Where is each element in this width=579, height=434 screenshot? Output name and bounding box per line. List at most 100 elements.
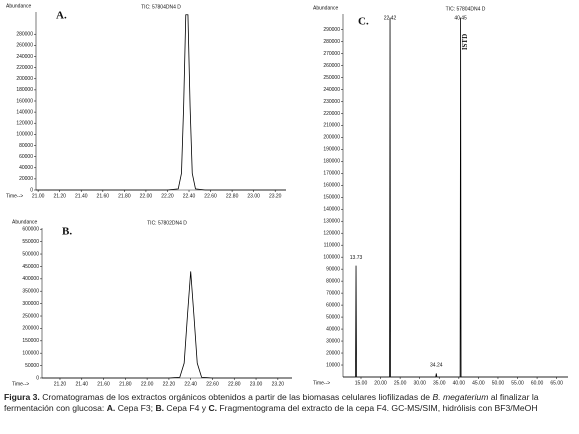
x-tick-label: 22.60	[204, 193, 217, 199]
y-tick-label: 20000	[326, 350, 340, 356]
y-tick-label: 30000	[326, 338, 340, 344]
chromatogram-line	[42, 271, 292, 379]
chart-title: TIC: 57804DN4 D	[446, 6, 486, 12]
x-tick-label: 40.00	[453, 380, 466, 386]
caption-text: Fragmentograma del extracto de la cepa F…	[217, 403, 538, 413]
x-tick-label: 22.60	[206, 381, 219, 387]
x-tick-label: 21.80	[119, 381, 132, 387]
y-tick-label: 170000	[323, 171, 340, 177]
caption-text: Figura 3.	[4, 392, 40, 402]
x-axis-label: Time-->	[6, 193, 23, 199]
y-tick-label: 230000	[323, 99, 340, 105]
x-tick-label: 35.00	[433, 380, 446, 386]
y-tick-label: 400000	[22, 276, 39, 282]
x-tick-label: 22.40	[184, 381, 197, 387]
y-axis-label: Abundance	[12, 219, 38, 225]
y-tick-label: 90000	[326, 267, 340, 273]
y-tick-label: 80000	[19, 143, 33, 149]
y-tick-label: 350000	[22, 289, 39, 295]
y-tick-label: 60000	[19, 154, 33, 160]
x-tick-label: 21.60	[97, 193, 110, 199]
x-tick-label: 60.00	[531, 380, 544, 386]
y-tick-label: 120000	[323, 231, 340, 237]
y-tick-label: 60000	[326, 302, 340, 308]
y-tick-label: 70000	[326, 290, 340, 296]
x-tick-label: 21.60	[97, 381, 110, 387]
y-axis-label: Abundance	[6, 3, 32, 9]
caption-text: Cepa F3;	[115, 403, 156, 413]
peak-label: 40.45	[454, 15, 467, 21]
x-tick-label: 30.00	[413, 380, 426, 386]
x-tick-label: 22.20	[163, 381, 176, 387]
y-tick-label: 270000	[323, 51, 340, 57]
y-tick-label: 250000	[323, 75, 340, 81]
x-tick-label: 21.80	[118, 193, 131, 199]
panel-label: A.	[56, 10, 67, 22]
y-tick-label: 450000	[22, 264, 39, 270]
x-tick-label: 23.00	[250, 381, 263, 387]
y-tick-label: 260000	[323, 63, 340, 69]
y-tick-label: 0	[30, 187, 33, 193]
y-tick-label: 130000	[323, 219, 340, 225]
x-axis-label: Time-->	[313, 380, 330, 386]
chromatogram-line	[343, 17, 568, 378]
x-tick-label: 23.20	[272, 381, 285, 387]
y-tick-label: 80000	[326, 278, 340, 284]
y-tick-label: 200000	[16, 76, 33, 82]
y-tick-label: 300000	[22, 301, 39, 307]
peak-label: 22.42	[384, 15, 397, 21]
caption-text: Cromatogramas de los extractos orgánicos…	[39, 392, 433, 402]
x-tick-label: 22.80	[228, 381, 241, 387]
y-tick-label: 500000	[22, 251, 39, 257]
y-tick-label: 240000	[323, 87, 340, 93]
y-tick-label: 40000	[326, 326, 340, 332]
x-tick-label: 55.00	[511, 380, 524, 386]
x-tick-label: 21.40	[75, 193, 88, 199]
y-tick-label: 100000	[22, 351, 39, 357]
x-tick-label: 25.00	[394, 380, 407, 386]
x-tick-label: 65.00	[550, 380, 563, 386]
y-tick-label: 290000	[323, 27, 340, 33]
y-tick-label: 140000	[323, 207, 340, 213]
y-tick-label: 280000	[16, 32, 33, 38]
y-tick-label: 280000	[323, 39, 340, 45]
x-tick-label: 20.00	[374, 380, 387, 386]
caption: Figura 3. Cromatogramas de los extractos…	[4, 392, 576, 414]
y-tick-label: 180000	[16, 87, 33, 93]
x-tick-label: 21.00	[32, 193, 45, 199]
caption-text: C.	[208, 403, 218, 413]
x-tick-label: 15.00	[355, 380, 368, 386]
x-tick-label: 50.00	[492, 380, 505, 386]
y-tick-label: 100000	[323, 255, 340, 261]
y-tick-label: 150000	[22, 338, 39, 344]
y-tick-label: 0	[36, 375, 39, 381]
panel-label: C.	[358, 16, 369, 28]
y-tick-label: 10000	[326, 362, 340, 368]
y-tick-label: 200000	[22, 326, 39, 332]
x-tick-label: 21.20	[54, 381, 67, 387]
x-tick-label: 23.00	[247, 193, 260, 199]
y-tick-label: 120000	[16, 121, 33, 127]
y-tick-label: 110000	[324, 243, 341, 249]
y-tick-label: 40000	[19, 165, 33, 171]
y-tick-label: 200000	[323, 135, 340, 141]
x-tick-label: 22.00	[141, 381, 154, 387]
x-tick-label: 22.40	[183, 193, 196, 199]
x-tick-label: 22.80	[226, 193, 239, 199]
y-tick-label: 260000	[16, 43, 33, 49]
istd-annotation: ISTD	[461, 34, 469, 50]
y-tick-label: 210000	[323, 123, 340, 129]
chromatogram-line	[36, 14, 286, 191]
y-tick-label: 180000	[323, 159, 340, 165]
y-tick-label: 140000	[16, 109, 33, 115]
y-tick-label: 160000	[323, 183, 340, 189]
panel-label: B.	[62, 226, 72, 238]
x-tick-label: 21.40	[76, 381, 89, 387]
y-tick-label: 50000	[326, 314, 340, 320]
figure: Abundance Time--> TIC: 57804DN4 D A. 0 20000 4…	[6, 3, 568, 387]
x-tick-label: 45.00	[472, 380, 485, 386]
y-tick-label: 100000	[16, 132, 33, 138]
x-axis-label: Time-->	[12, 381, 29, 387]
y-tick-label: 190000	[323, 147, 340, 153]
